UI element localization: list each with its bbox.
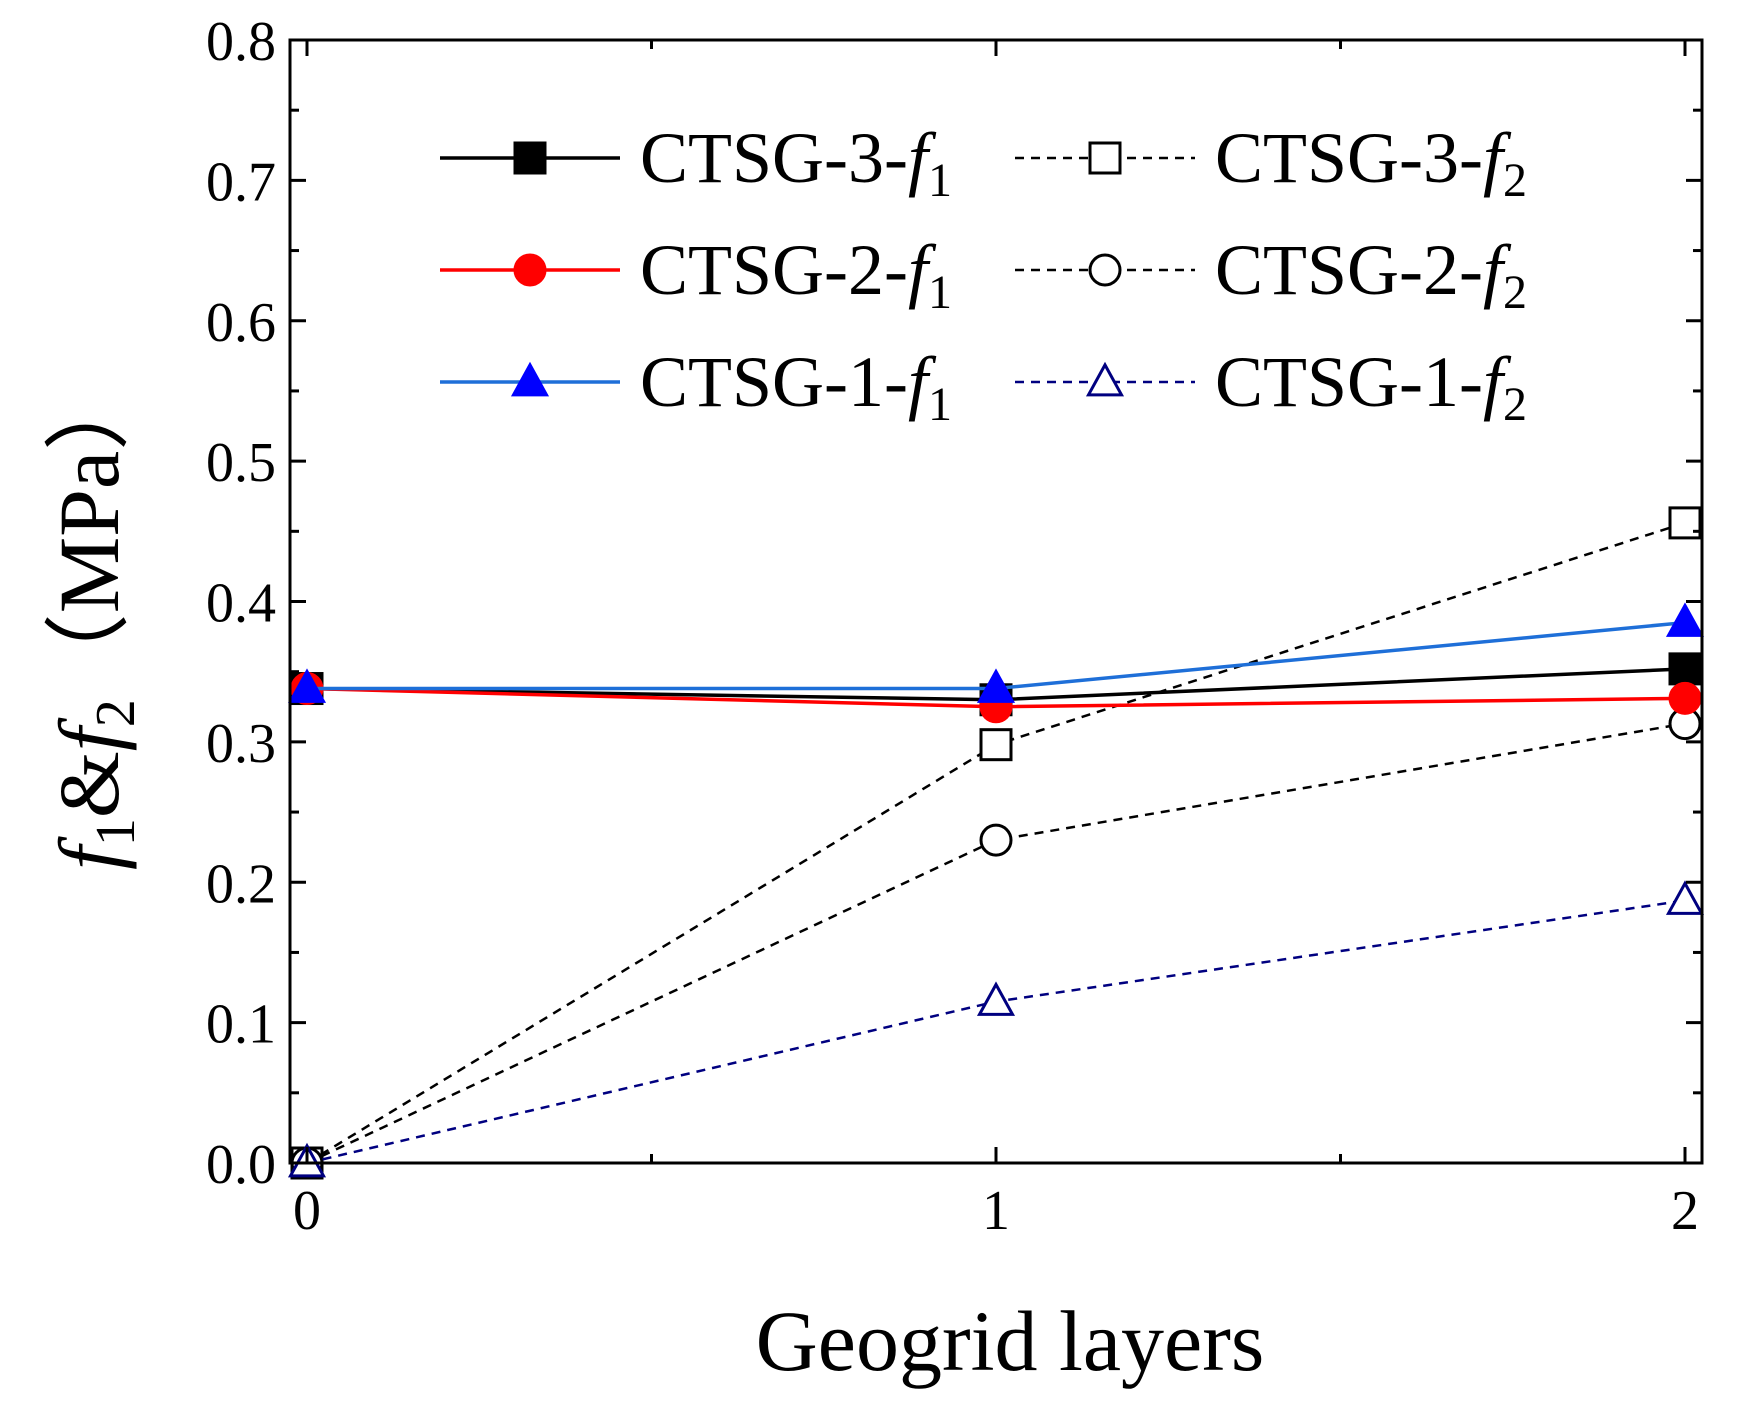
x-tick-label: 1	[982, 1180, 1010, 1242]
data-point	[287, 668, 327, 703]
y-label-unit: （MPa）	[41, 365, 137, 699]
y-label-amp: &	[41, 751, 137, 818]
legend-item-CTSG-2-f2: CTSG-2-f2	[1015, 230, 1527, 319]
legend-marker	[513, 253, 547, 287]
legend-marker	[1088, 141, 1122, 175]
data-point	[1665, 602, 1705, 637]
legend-marker	[510, 361, 550, 397]
y-axis-label: f1&f2（MPa）	[41, 365, 147, 870]
legend-item-CTSG-2-f1: CTSG-2-f1	[440, 230, 952, 319]
legend-marker	[1085, 361, 1125, 397]
y-tick-label: 0.2	[206, 853, 276, 915]
legend-label: CTSG-3-f1	[640, 118, 952, 207]
legend-item-CTSG-3-f2: CTSG-3-f2	[1015, 118, 1527, 207]
y-tick-label: 0.7	[206, 151, 276, 213]
data-point	[979, 823, 1013, 857]
y-tick-label: 0.0	[206, 1134, 276, 1196]
data-point	[976, 668, 1016, 703]
x-tick-label: 0	[293, 1180, 321, 1242]
series-line	[306, 899, 1686, 1165]
legend-marker	[513, 141, 547, 175]
data-point	[1665, 880, 1705, 915]
y-tick-label: 0.1	[206, 994, 276, 1056]
series-line	[306, 722, 1686, 1165]
axes-layer: 0.0 0.1 0.2 0.3 0.4 0.5 0.6 0.7 0.8 0 1 2	[206, 11, 1704, 1242]
data-point	[1668, 506, 1702, 540]
legend-label: CTSG-1-f1	[640, 342, 952, 431]
x-axis-label: Geogrid layers	[756, 1293, 1265, 1389]
plot-layer	[287, 506, 1705, 1180]
y-tick-label: 0.5	[206, 432, 276, 494]
y-tick-label: 0.6	[206, 292, 276, 354]
legend-item-CTSG-3-f1: CTSG-3-f1	[440, 118, 952, 207]
y-tick-label: 0.4	[206, 573, 276, 635]
data-point	[976, 981, 1016, 1016]
legend-marker	[1088, 253, 1122, 287]
x-tick-label: 2	[1671, 1180, 1699, 1242]
series-CTSG-1-f2	[287, 880, 1705, 1178]
legend-label: CTSG-3-f2	[1215, 118, 1527, 207]
legend-label: CTSG-2-f2	[1215, 230, 1527, 319]
series-CTSG-1-f1	[287, 602, 1705, 703]
data-point	[1668, 681, 1702, 715]
svg-text:f1&f2（MPa）: f1&f2（MPa）	[41, 365, 147, 870]
data-point	[1668, 652, 1702, 686]
y-label-f2-sub: 2	[85, 699, 147, 727]
legend-item-CTSG-1-f1: CTSG-1-f1	[440, 342, 952, 431]
data-point	[979, 728, 1013, 762]
legend-item-CTSG-1-f2: CTSG-1-f2	[1015, 342, 1527, 431]
series-CTSG-2-f2	[290, 707, 1702, 1180]
y-tick-label: 0.3	[206, 713, 276, 775]
legend-layer: CTSG-3-f1 CTSG-3-f2 CTSG-2-f1 CTSG-2-f2 CTSG…	[440, 118, 1527, 431]
y-tick-label: 0.8	[206, 11, 276, 73]
y-label-f1-sub: 1	[85, 818, 147, 846]
legend-label: CTSG-1-f2	[1215, 342, 1527, 431]
legend-label: CTSG-2-f1	[640, 230, 952, 319]
